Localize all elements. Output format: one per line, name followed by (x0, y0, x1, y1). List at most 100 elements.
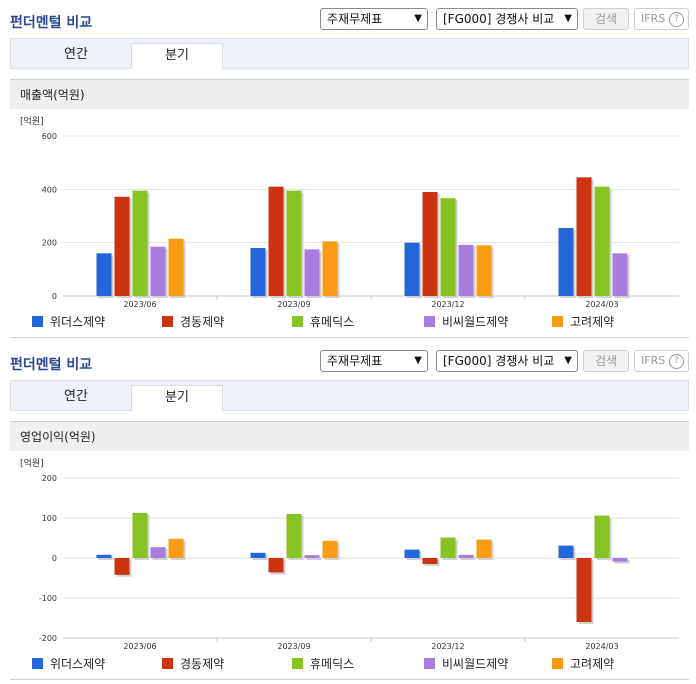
bar-비씨월드제약-2023/06 (150, 547, 166, 558)
legend-swatch (32, 658, 43, 669)
bar-고려제약-2023/12 (476, 245, 492, 296)
help-icon[interactable]: ? (669, 354, 684, 369)
y-tick-label: 0 (52, 554, 57, 563)
legend-swatch (552, 658, 563, 669)
chevron-down-icon: ▼ (564, 355, 572, 366)
tab-annual[interactable]: 연간 (64, 389, 88, 404)
bar-고려제약-2023/06 (168, 538, 184, 558)
x-tick-label: 2023/09 (277, 642, 310, 651)
bar-휴메딕스-2023/06 (132, 190, 148, 296)
compare-select[interactable]: [FG000] 경쟁사 비교 ▼ (436, 350, 578, 372)
compare-select-value: [FG000] 경쟁사 비교 (443, 354, 555, 368)
bar-경동제약-2023/06 (114, 196, 130, 296)
y-tick-label: 0 (52, 292, 57, 301)
ifrs-label: IFRS (641, 12, 666, 25)
y-tick-label: -200 (39, 634, 57, 643)
tab-quarterly[interactable]: 분기 (131, 43, 223, 69)
ifrs-label: IFRS (641, 354, 666, 367)
divider (10, 337, 689, 338)
revenue-chart: [억원] 0 200 400 600 2023/06 2023/09 2023/12 2024/… (20, 115, 679, 309)
legend-item[interactable]: 고려제약 (552, 313, 614, 330)
legend-label: 경동제약 (180, 315, 225, 329)
bar-휴메딕스-2024/03 (594, 515, 610, 558)
legend-item[interactable]: 비씨월드제약 (424, 313, 508, 330)
statement-select-value: 주재무제표 (327, 354, 383, 368)
search-button[interactable]: 검색 (583, 350, 629, 372)
bar-비씨월드제약-2023/09 (304, 249, 320, 296)
chevron-down-icon: ▼ (414, 13, 422, 24)
fundamental-panel-revenue: 펀더멘털 비교 주재무제표 ▼ [FG000] 경쟁사 비교 ▼ 검색 IFRS… (10, 8, 689, 338)
bar-위더스제약-2023/06 (96, 554, 112, 558)
operating-profit-chart: [억원] -200 -100 0 100 200 2023/06 2023/09 2023/12… (20, 457, 679, 651)
legend-label: 고려제약 (570, 315, 615, 329)
bar-위더스제약-2024/03 (558, 545, 574, 558)
legend-swatch (292, 658, 303, 669)
bar-비씨월드제약-2023/09 (304, 555, 320, 558)
search-button[interactable]: 검색 (583, 8, 629, 30)
y-tick-label: 100 (42, 514, 57, 523)
bar-위더스제약-2023/12 (404, 242, 420, 296)
bar-경동제약-2023/06 (114, 558, 130, 575)
legend-swatch (424, 658, 435, 669)
ifrs-button[interactable]: IFRS ? (634, 8, 689, 30)
bar-휴메딕스-2023/12 (440, 198, 456, 296)
bar-위더스제약-2023/06 (96, 253, 112, 296)
bar-경동제약-2024/03 (576, 558, 592, 622)
y-tick-label: 200 (42, 474, 57, 483)
legend-label: 경동제약 (180, 657, 225, 671)
x-tick-label: 2023/12 (431, 300, 464, 309)
y-axis-unit: [억원] (20, 115, 44, 127)
chart-legend: 위더스제약 경동제약 휴메딕스 비씨월드제약 고려제약 (10, 653, 689, 673)
x-tick-label: 2023/06 (123, 642, 156, 651)
bar-위더스제약-2023/09 (250, 248, 266, 296)
bar-휴메딕스-2023/09 (286, 514, 302, 558)
bar-휴메딕스-2023/09 (286, 190, 302, 296)
bar-고려제약-2023/09 (322, 540, 338, 558)
statement-select[interactable]: 주재무제표 ▼ (320, 350, 428, 372)
bar-경동제약-2023/09 (268, 558, 284, 573)
bar-휴메딕스-2023/12 (440, 537, 456, 558)
chevron-down-icon: ▼ (564, 13, 572, 24)
y-tick-label: 400 (42, 185, 57, 194)
y-tick-label: 200 (42, 239, 57, 248)
x-tick-label: 2024/03 (585, 642, 618, 651)
x-tick-label: 2023/09 (277, 300, 310, 309)
legend-item[interactable]: 경동제약 (162, 655, 224, 672)
bar-고려제약-2023/12 (476, 539, 492, 558)
metric-label: 매출액(억원) (10, 79, 689, 109)
panel-title: 펀더멘털 비교 (10, 15, 93, 31)
legend-item[interactable]: 휴메딕스 (292, 655, 354, 672)
tab-quarterly[interactable]: 분기 (131, 385, 223, 411)
legend-item[interactable]: 경동제약 (162, 313, 224, 330)
bar-경동제약-2023/12 (422, 192, 438, 296)
compare-select[interactable]: [FG000] 경쟁사 비교 ▼ (436, 8, 578, 30)
help-icon[interactable]: ? (669, 12, 684, 27)
legend-label: 비씨월드제약 (442, 657, 509, 671)
legend-item[interactable]: 위더스제약 (32, 655, 105, 672)
bar-경동제약-2024/03 (576, 177, 592, 296)
statement-select[interactable]: 주재무제표 ▼ (320, 8, 428, 30)
y-axis-unit: [억원] (20, 457, 44, 469)
compare-select-value: [FG000] 경쟁사 비교 (443, 12, 555, 26)
period-tabs: 연간 분기 (10, 380, 689, 411)
bar-휴메딕스-2023/06 (132, 512, 148, 558)
bar-비씨월드제약-2023/12 (458, 554, 474, 558)
bar-고려제약-2023/06 (168, 238, 184, 296)
legend-label: 휴메딕스 (310, 657, 355, 671)
ifrs-button[interactable]: IFRS ? (634, 350, 689, 372)
bar-위더스제약-2023/12 (404, 549, 420, 558)
legend-item[interactable]: 위더스제약 (32, 313, 105, 330)
legend-label: 고려제약 (570, 657, 615, 671)
legend-label: 휴메딕스 (310, 315, 355, 329)
fundamental-panel-operating-profit: 펀더멘털 비교 주재무제표 ▼ [FG000] 경쟁사 비교 ▼ 검색 IFRS… (0, 342, 696, 684)
bar-비씨월드제약-2023/06 (150, 246, 166, 296)
bar-비씨월드제약-2024/03 (612, 558, 628, 562)
tab-annual[interactable]: 연간 (64, 47, 88, 62)
legend-item[interactable]: 고려제약 (552, 655, 614, 672)
legend-item[interactable]: 비씨월드제약 (424, 655, 508, 672)
metric-label: 영업이익(억원) (10, 421, 689, 451)
bar-고려제약-2023/09 (322, 241, 338, 296)
y-tick-label: -100 (39, 594, 57, 603)
bar-shadow (306, 557, 322, 560)
legend-item[interactable]: 휴메딕스 (292, 313, 354, 330)
